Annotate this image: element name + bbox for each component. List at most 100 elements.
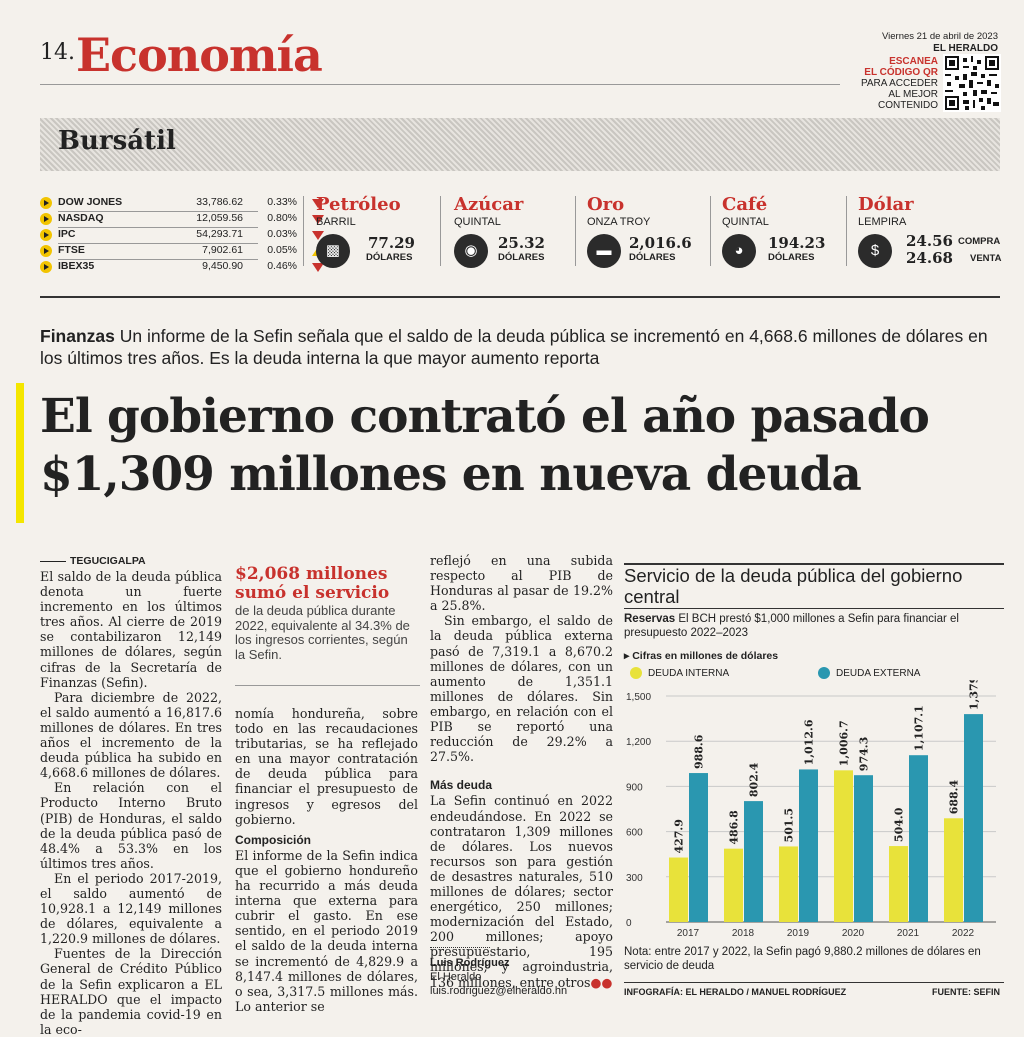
data-label: 1,012.6 [803,719,816,765]
x-tick-label: 2020 [842,928,865,939]
data-label: 802.4 [748,762,761,797]
qr-code-icon[interactable] [943,54,1001,112]
chevron-right-icon [40,261,52,273]
ticker-name: IBEX35 [58,260,95,272]
ticker-row: DOW JONES 33,786.62 0.33% [40,196,324,211]
arrow-down-icon [312,199,324,208]
byline-email[interactable]: luis.rodriguez@elheraldo.hn [430,985,568,997]
dollar-sell-label: VENTA [970,253,1002,264]
bar-interna [834,770,853,922]
y-tick-label: 1,500 [626,692,651,703]
chart-units: ▸ Cifras en millones de dólares [624,650,778,662]
chart-subtitle: Reservas El BCH prestó $1,000 millones a… [624,612,1004,640]
bar-interna [724,848,743,922]
ticker-percent: 0.05% [267,244,297,256]
paragraph-text: La Sefin continuó en 2022 endeudándose. … [430,793,613,990]
legend-swatch-externa [818,667,830,679]
commodity-gold: Oro ONZA TROY ▬ 2,016.6 DÓLARES [587,194,722,276]
bar-interna [779,846,798,922]
data-label: 988.6 [693,734,706,769]
byline-name: Luis Rodríguez [430,957,510,969]
dateline: TEGUCIGALPA [40,555,146,567]
paragraph: En relación con el Producto Interno Brut… [40,780,222,871]
paragraph: Sin embargo, el saldo de la deuda públic… [430,613,613,765]
x-tick-label: 2021 [897,928,920,939]
data-label: 1,107.1 [913,705,926,751]
data-label: 1,379.8 [968,680,981,710]
triangle-right-icon: ▸ [624,650,630,662]
paragraph: nomía hondureña, sobre todo en las recau… [235,706,418,827]
article-column-2: nomía hondureña, sobre todo en las recau… [235,706,418,1014]
ticker-name: DOW JONES [58,196,123,208]
chart-credit: INFOGRAFÍA: EL HERALDO / MANUEL RODRÍGUE… [624,987,847,997]
byline-org: El Heraldo [430,971,482,983]
paper-name: EL HERALDO [933,43,998,54]
paragraph: Fuentes de la Dirección General de Crédi… [40,946,222,1037]
data-label: 1,006.7 [838,720,851,766]
commodity-name: Café [722,194,768,215]
commodity-name: Petróleo [316,194,401,215]
oil-barrel-icon: ▩ [316,234,350,268]
bar-interna [944,818,963,922]
commodity-oil: Petróleo BARRIL ▩ 77.29 DÓLARES [316,194,451,276]
issue-date: Viernes 21 de abril de 2023 [881,31,998,42]
dollar-sell-value: 24.68 [906,249,953,267]
commodity-value: 77.29 [368,234,415,252]
legend-label: DEUDA INTERNA [648,668,730,679]
chart-subtitle-text: El BCH prestó $1,000 millones a Sefin pa… [624,613,959,639]
bar-externa [799,769,818,922]
ticker-row: NASDAQ 12,059.56 0.80% [40,212,324,227]
commodity-name: Dólar [858,194,914,215]
x-tick-label: 2019 [787,928,810,939]
bar-interna [889,846,908,922]
paragraph: Para diciembre de 2022, el saldo aumentó… [40,689,222,781]
legend-label: DEUDA EXTERNA [836,668,921,679]
commodity-currency: DÓLARES [768,252,815,263]
bar-externa [744,801,763,922]
y-tick-label: 300 [626,873,643,884]
headline: El gobierno contrató el año pasado $1,30… [40,389,930,502]
qr-line: EL CÓDIGO QR [864,67,938,78]
pull-quote-text: de la deuda pública durante 2022, equiva… [235,603,410,662]
commodity-unit: ONZA TROY [587,216,651,228]
ticker-name: NASDAQ [58,212,104,224]
qr-line: AL MEJOR [888,89,938,100]
data-label: 974.3 [858,737,871,771]
qr-caption: ESCANEA EL CÓDIGO QR PARA ACCEDER AL MEJ… [840,56,938,111]
chevron-right-icon [40,197,52,209]
ticker-value: 9,450.90 [202,260,243,272]
commodity-unit: QUINTAL [454,216,501,228]
commodity-currency: DÓLARES [498,252,545,263]
chevron-right-icon [40,213,52,225]
ticker-name: IPC [58,228,76,240]
y-tick-label: 0 [626,918,632,929]
qr-line: CONTENIDO [878,100,938,111]
bursatil-band [40,118,1000,171]
commodity-unit: QUINTAL [722,216,769,228]
money-bag-icon: $ [858,234,892,268]
dollar-buy-value: 24.56 [906,232,953,250]
data-label: 427.9 [673,819,686,853]
coffee-beans-icon: ◕ [722,234,756,268]
commodity-dollar: Dólar LEMPIRA $ 24.56 COMPRA 24.68 VENTA [858,194,1008,276]
dollar-buy-label: COMPRA [958,236,1001,247]
ticker-value: 12,059.56 [196,212,243,224]
bar-externa [854,775,873,922]
paragraph: reflejó en una subida respecto al PIB de… [430,553,613,614]
ticker-percent: 0.80% [267,212,297,224]
section-title: Economía [76,28,323,82]
bar-interna [669,857,688,922]
chevron-right-icon [40,245,52,257]
highlight-mark [16,383,24,523]
data-label: 688.4 [948,779,961,814]
legend-swatch-interna [630,667,642,679]
commodity-sugar: Azúcar QUINTAL ◉ 25.32 DÓLARES [454,194,589,276]
arrow-down-icon [312,263,324,272]
paragraph: El informe de la Sefin indica que el gob… [235,847,418,1014]
pull-quote-title: $2,068 millones sumó el servicio [235,564,390,603]
y-tick-label: 1,200 [626,737,651,748]
ticker-value: 7,902.61 [202,244,243,256]
arrow-down-icon [312,231,324,240]
deck: Finanzas Un informe de la Sefin señala q… [40,325,990,369]
article-column-1: El saldo de la deuda pública denota un f… [40,569,222,1037]
